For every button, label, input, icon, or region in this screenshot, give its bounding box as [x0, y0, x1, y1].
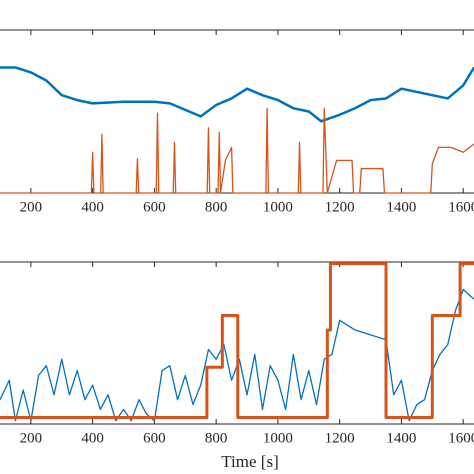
x-tick-label: 1600: [448, 430, 474, 446]
x-tick-label: 600: [143, 199, 166, 215]
x-tick-label: 1000: [263, 199, 293, 215]
x-tick-label: 200: [20, 430, 43, 446]
x-tick-label: 800: [205, 199, 228, 215]
x-tick-label: 1000: [263, 430, 293, 446]
data-line: [0, 262, 474, 420]
x-tick-label: 1400: [386, 430, 416, 446]
x-tick-label: 1400: [386, 199, 416, 215]
data-line: [0, 66, 474, 123]
x-tick-label: 1200: [325, 430, 355, 446]
data-line: [0, 288, 474, 422]
x-tick-label: 400: [81, 199, 104, 215]
x-axis-label: Time [s]: [221, 452, 278, 471]
x-tick-label: 600: [143, 430, 166, 446]
x-tick-label: 1200: [325, 199, 355, 215]
x-tick-label: 200: [20, 199, 43, 215]
x-tick-label: 400: [81, 430, 104, 446]
data-line: [0, 107, 474, 194]
x-tick-label: 1600: [448, 199, 474, 215]
x-tick-label: 800: [205, 430, 228, 446]
